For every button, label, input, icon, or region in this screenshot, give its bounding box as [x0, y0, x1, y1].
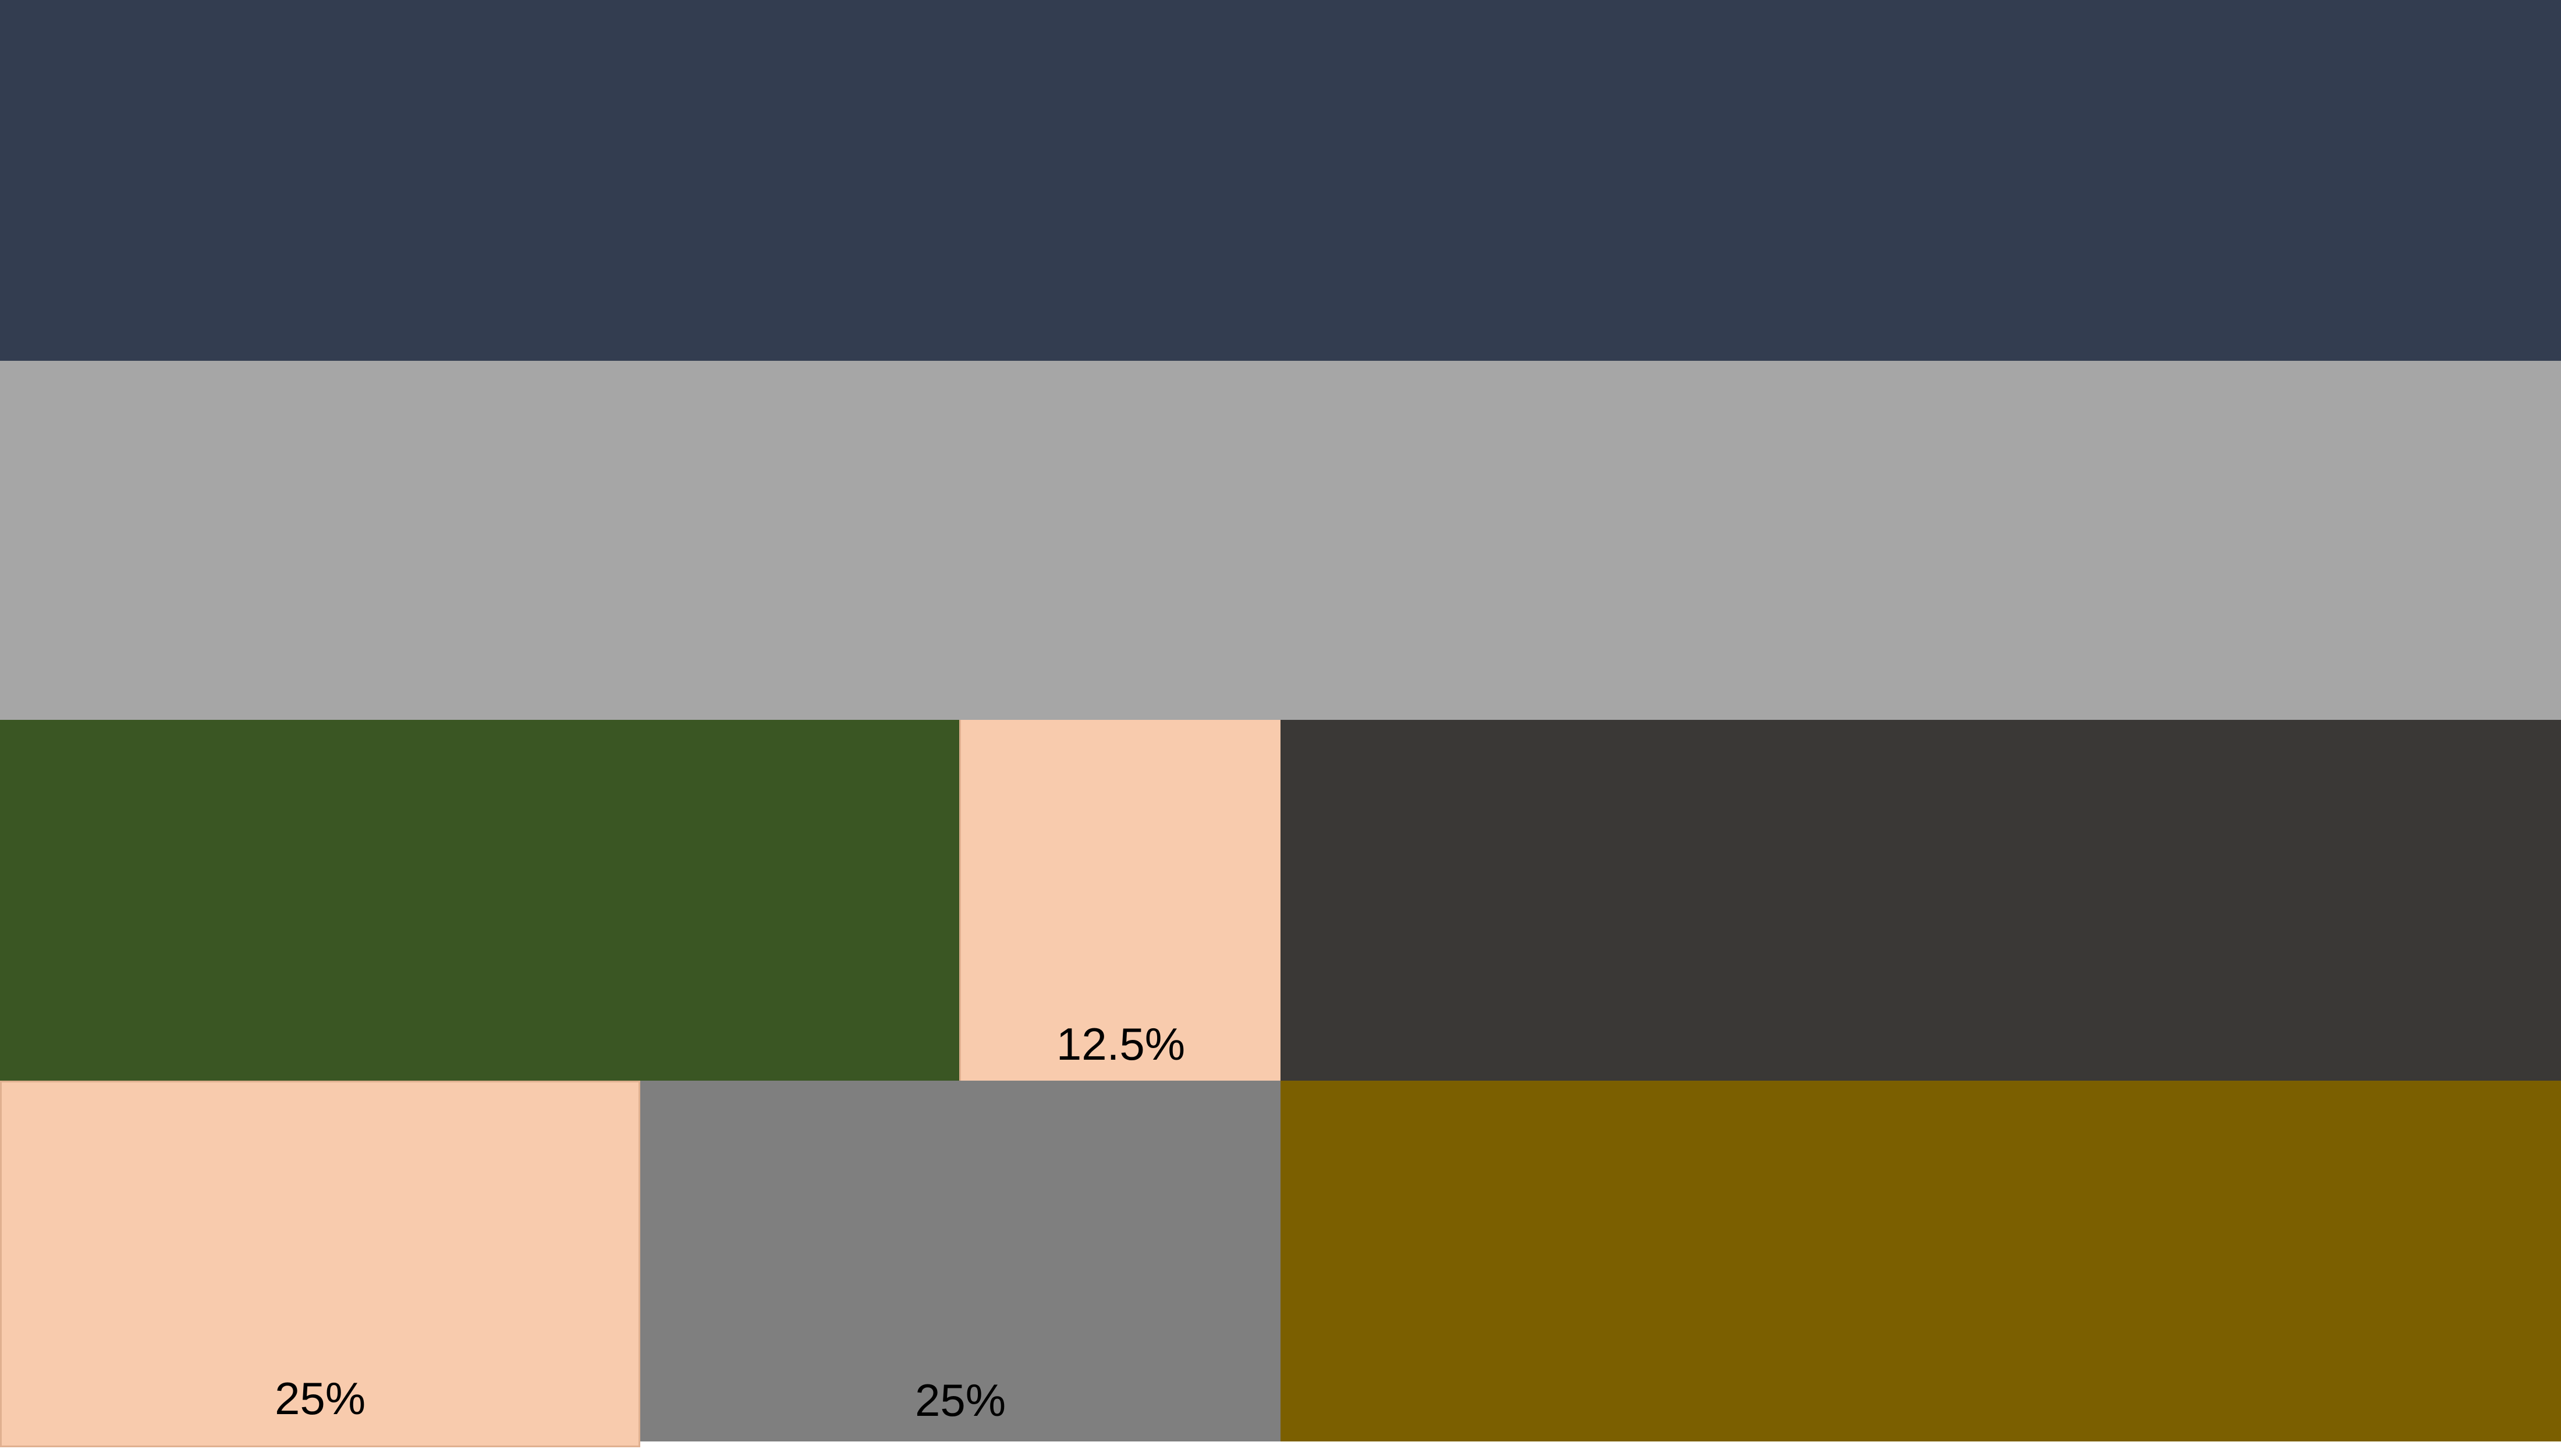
block-charcoal — [1280, 720, 2561, 1081]
second-block-gray — [0, 361, 2561, 720]
top-block-slate — [0, 0, 2561, 361]
block-gray-25: 25% — [640, 1081, 1280, 1441]
block-peach-25: 25% — [0, 1081, 640, 1447]
block-olive — [1280, 1081, 2561, 1441]
block-peach-12-5: 12.5% — [959, 720, 1280, 1081]
percent-label-25-gray: 25% — [914, 1375, 1006, 1426]
block-green — [0, 720, 959, 1081]
percent-label-25-peach: 25% — [274, 1373, 366, 1424]
percent-label-12-5: 12.5% — [1056, 1018, 1186, 1070]
